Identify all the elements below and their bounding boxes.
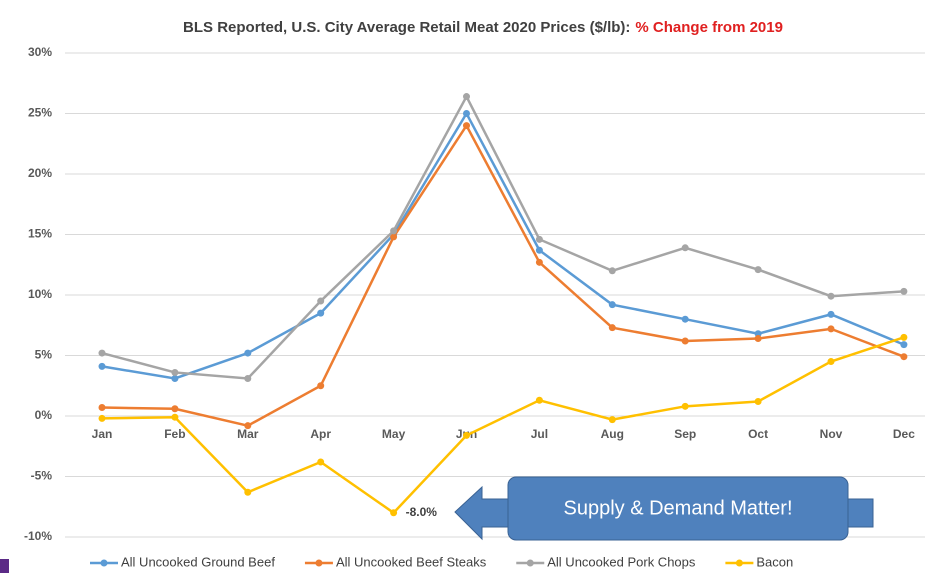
data-point — [244, 488, 252, 496]
y-tick-label: 0% — [35, 408, 53, 422]
data-point — [827, 358, 835, 366]
legend-item: All Uncooked Pork Chops — [516, 554, 696, 569]
data-point — [98, 362, 106, 370]
data-point — [535, 396, 543, 404]
data-point — [390, 233, 398, 241]
data-point — [98, 404, 106, 412]
data-point — [900, 333, 908, 341]
legend-marker — [526, 559, 534, 567]
data-point — [171, 413, 179, 421]
data-point — [681, 402, 689, 410]
data-point — [900, 353, 908, 361]
data-point — [463, 93, 470, 101]
x-tick-label: Apr — [310, 427, 331, 441]
data-point — [754, 330, 762, 338]
y-tick-label: 25% — [28, 106, 52, 120]
legend-label: All Uncooked Ground Beef — [121, 554, 275, 569]
x-tick-label: Dec — [893, 427, 915, 441]
legend-label: All Uncooked Beef Steaks — [336, 554, 487, 569]
data-point — [681, 244, 689, 252]
data-point — [827, 325, 835, 333]
data-point — [390, 509, 398, 517]
y-tick-label: 15% — [28, 227, 52, 241]
title-highlight: % Change from 2019 — [635, 19, 783, 36]
data-point — [244, 422, 252, 430]
x-tick-label: Jan — [92, 427, 113, 441]
legend-marker — [735, 559, 743, 567]
data-point — [317, 297, 325, 305]
data-label: -8.0% — [406, 505, 438, 519]
data-point — [754, 266, 762, 274]
data-point — [463, 122, 470, 130]
series-line — [101, 110, 905, 380]
data-point — [827, 292, 835, 300]
data-point — [244, 374, 252, 382]
x-tick-label: May — [382, 427, 406, 441]
x-tick-label: Nov — [820, 427, 843, 441]
data-point — [244, 349, 252, 357]
data-point — [608, 301, 616, 309]
data-point — [827, 310, 835, 318]
data-point — [608, 267, 616, 275]
data-point — [317, 309, 325, 317]
chart-title: BLS Reported, U.S. City Average Retail M… — [183, 19, 783, 36]
data-point — [608, 324, 616, 332]
data-point — [681, 315, 689, 323]
data-point — [463, 431, 470, 439]
legend-marker — [100, 559, 108, 567]
data-point — [535, 246, 543, 254]
y-tick-label: 10% — [28, 287, 52, 301]
y-tick-label: 5% — [35, 348, 53, 362]
data-point — [754, 335, 762, 343]
data-point — [317, 382, 325, 390]
callout-box — [507, 476, 849, 541]
data-point — [535, 258, 543, 266]
legend-item: Bacon — [725, 554, 793, 569]
data-point — [317, 458, 325, 466]
x-tick-label: Mar — [237, 427, 259, 441]
data-point — [390, 227, 398, 235]
legend-item: All Uncooked Beef Steaks — [304, 554, 487, 569]
x-tick-label: Feb — [164, 427, 185, 441]
data-point — [608, 416, 616, 424]
y-tick-label: 30% — [28, 45, 52, 59]
series-line — [101, 123, 905, 428]
data-point — [171, 374, 179, 382]
data-point — [754, 397, 762, 405]
data-point — [98, 414, 106, 422]
legend-marker — [315, 559, 323, 567]
callout-text: Supply & Demand Matter! — [564, 497, 793, 519]
legend-label: All Uncooked Pork Chops — [547, 554, 696, 569]
data-point — [900, 341, 908, 349]
x-tick-label: Jul — [531, 427, 548, 441]
title-main: BLS Reported, U.S. City Average Retail M… — [183, 19, 630, 36]
legend-label: Bacon — [756, 554, 793, 569]
data-point — [98, 349, 106, 357]
data-point — [900, 287, 908, 295]
data-point — [681, 337, 689, 345]
data-point — [463, 110, 470, 117]
data-point — [535, 235, 543, 243]
data-point — [171, 405, 179, 413]
x-tick-label: Aug — [601, 427, 624, 441]
legend-item: All Uncooked Ground Beef — [90, 554, 275, 569]
y-tick-label: -5% — [31, 469, 53, 483]
data-point — [171, 368, 179, 376]
x-tick-label: Sep — [674, 427, 696, 441]
series-line — [101, 93, 904, 380]
corner-mark — [0, 559, 9, 573]
x-tick-label: Oct — [748, 427, 768, 441]
series-line — [101, 336, 905, 515]
y-tick-label: 20% — [28, 166, 52, 180]
y-tick-label: -10% — [24, 529, 52, 543]
